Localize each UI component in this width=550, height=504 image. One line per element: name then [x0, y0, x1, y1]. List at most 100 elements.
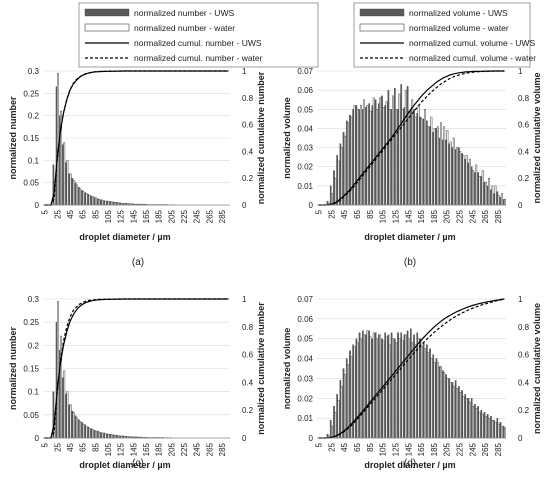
x-tick-label: 65: [79, 442, 88, 451]
x-tick-label: 145: [129, 209, 138, 223]
y2-tick-label: 0.2: [242, 406, 254, 415]
cumul-line-uws: [44, 70, 229, 206]
bar-water: [334, 177, 337, 206]
bar-water: [88, 428, 91, 439]
y-tick-label: 0.01: [297, 414, 313, 423]
bar-water: [82, 190, 85, 206]
bar-water: [452, 137, 455, 206]
x-tick-label: 185: [155, 209, 164, 223]
bar-water: [91, 429, 94, 439]
x-tick-label: 25: [53, 209, 62, 218]
x-tick-label: 245: [468, 209, 477, 223]
bar-water: [497, 423, 500, 439]
y2-tick-label: 0.2: [518, 174, 530, 183]
bar-water: [424, 348, 426, 439]
bar-water: [379, 334, 382, 439]
bar-water: [392, 95, 394, 206]
bar-water: [334, 411, 337, 439]
y-tick-label: 0.25: [23, 89, 39, 98]
bar-water: [356, 109, 359, 206]
bar-water: [110, 434, 113, 439]
x-tick-label: 185: [430, 209, 439, 223]
x-tick-label: 165: [417, 209, 426, 223]
y2-tick-label: 0: [242, 434, 247, 443]
x-tick-label: 25: [327, 442, 336, 451]
x-tick-label: 105: [104, 209, 113, 223]
bar-water: [414, 116, 417, 206]
x-tick-label: 45: [66, 209, 75, 218]
bar-water: [353, 105, 356, 206]
legend: normalized volume - UWS normalized volume…: [353, 2, 536, 68]
bar-water: [340, 147, 343, 206]
bar-water: [411, 342, 414, 439]
x-tick-label: 205: [167, 442, 176, 456]
bar-water: [82, 423, 85, 439]
legend-label: normalized number - UWS: [134, 8, 234, 18]
y-tick-label: 0.07: [297, 295, 313, 304]
bar-water: [427, 126, 430, 206]
legend-swatch-dark: [359, 8, 405, 17]
bar-water: [72, 180, 75, 206]
x-tick-label: 5: [315, 442, 324, 447]
bar-water: [395, 109, 398, 206]
bar-water: [462, 154, 465, 206]
bar-water: [436, 362, 439, 439]
x-axis-title: droplet diameter / µm: [364, 232, 455, 242]
bar-water: [401, 109, 404, 206]
bar-water: [69, 404, 72, 439]
x-tick-label: 265: [205, 442, 214, 456]
bar-water: [395, 342, 398, 439]
legend-swatch-dark: [84, 8, 130, 17]
bar-water: [449, 382, 452, 439]
legend-label: normalized cumul. volume - water: [409, 53, 536, 63]
bar-water: [63, 142, 66, 206]
bar-water: [372, 97, 375, 206]
y-axis-title: normalized volume: [282, 328, 292, 410]
y2-tick-label: 1: [518, 67, 523, 76]
bar-water: [69, 173, 72, 206]
y2-tick-label: 0.2: [242, 174, 254, 183]
bar-water: [504, 427, 506, 439]
y2-axis-title: normalized cumulative volume: [532, 72, 542, 203]
x-tick-label: 105: [104, 442, 113, 456]
bar-water: [420, 118, 423, 206]
y-tick-label: 0.04: [297, 355, 313, 364]
bar-water: [369, 336, 372, 439]
bar-water: [353, 346, 356, 439]
bar-water: [376, 338, 378, 439]
y-tick-label: 0.07: [297, 67, 313, 76]
bar-water: [472, 405, 474, 439]
bar-water: [468, 158, 471, 206]
x-tick-label: 125: [392, 442, 401, 456]
bar-water: [363, 99, 366, 206]
x-tick-label: 125: [392, 209, 401, 223]
x-tick-label: 225: [456, 442, 465, 456]
x-tick-label: 225: [456, 209, 465, 223]
bar-water: [484, 415, 487, 439]
y-tick-label: 0: [35, 434, 40, 443]
y2-axis-title: normalized cumulative volume: [532, 303, 542, 434]
bar-water: [107, 434, 110, 439]
y-tick-label: 0.3: [28, 67, 40, 76]
y-tick-label: 0.02: [297, 394, 313, 403]
bar-water: [497, 195, 500, 206]
panel-label: (a): [132, 257, 144, 268]
x-tick-label: 245: [193, 209, 202, 223]
bar-water: [385, 336, 388, 439]
x-tick-label: 85: [91, 442, 100, 451]
y-tick-label: 0.25: [23, 318, 39, 327]
bar-water: [392, 338, 394, 439]
y-tick-label: 0.03: [297, 144, 313, 153]
bar-water: [343, 374, 346, 439]
y-tick-label: 0.04: [297, 124, 313, 133]
bar-water: [494, 421, 497, 439]
y2-tick-label: 0.4: [518, 378, 530, 387]
bar-water: [337, 400, 340, 439]
legend: normalized number - UWS normalized number…: [78, 2, 319, 68]
bar-water: [382, 340, 385, 439]
panel-label: (b): [404, 257, 416, 268]
y-tick-label: 0.02: [297, 163, 313, 172]
bar-water: [430, 358, 433, 439]
x-axis-title: droplet diameter / µm: [79, 232, 170, 242]
bar-water: [331, 425, 334, 439]
